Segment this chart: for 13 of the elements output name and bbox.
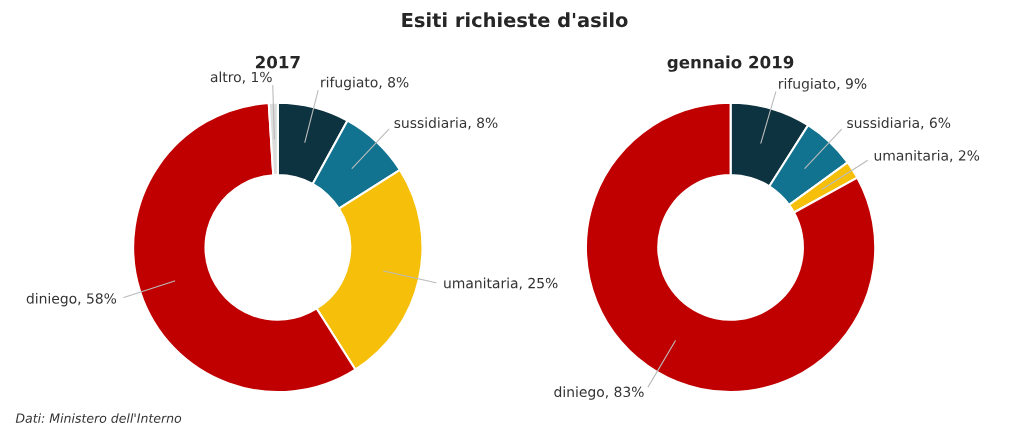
text: Esiti richieste d'asilo <box>402 12 628 28</box>
slice-label: diniego, 58% <box>26 292 117 307</box>
text: Dati: Ministero dell'Interno <box>15 413 182 423</box>
slice-label: altro, 1% <box>210 71 272 84</box>
slice-label: sussidiaria, 8% <box>394 117 498 130</box>
slice-label: sussidiaria, 6% <box>847 117 951 130</box>
slice-label: umanitaria, 25% <box>444 277 558 290</box>
slice-label: umanitaria, 2% <box>874 149 980 163</box>
chart-title: gennaio 2019 <box>667 55 794 72</box>
slice-label: rifugiato, 9% <box>779 78 867 92</box>
slice-label: rifugiato, 8% <box>321 76 409 91</box>
chart-title: 2017 <box>255 55 300 69</box>
slice-label: diniego, 83% <box>554 386 644 400</box>
